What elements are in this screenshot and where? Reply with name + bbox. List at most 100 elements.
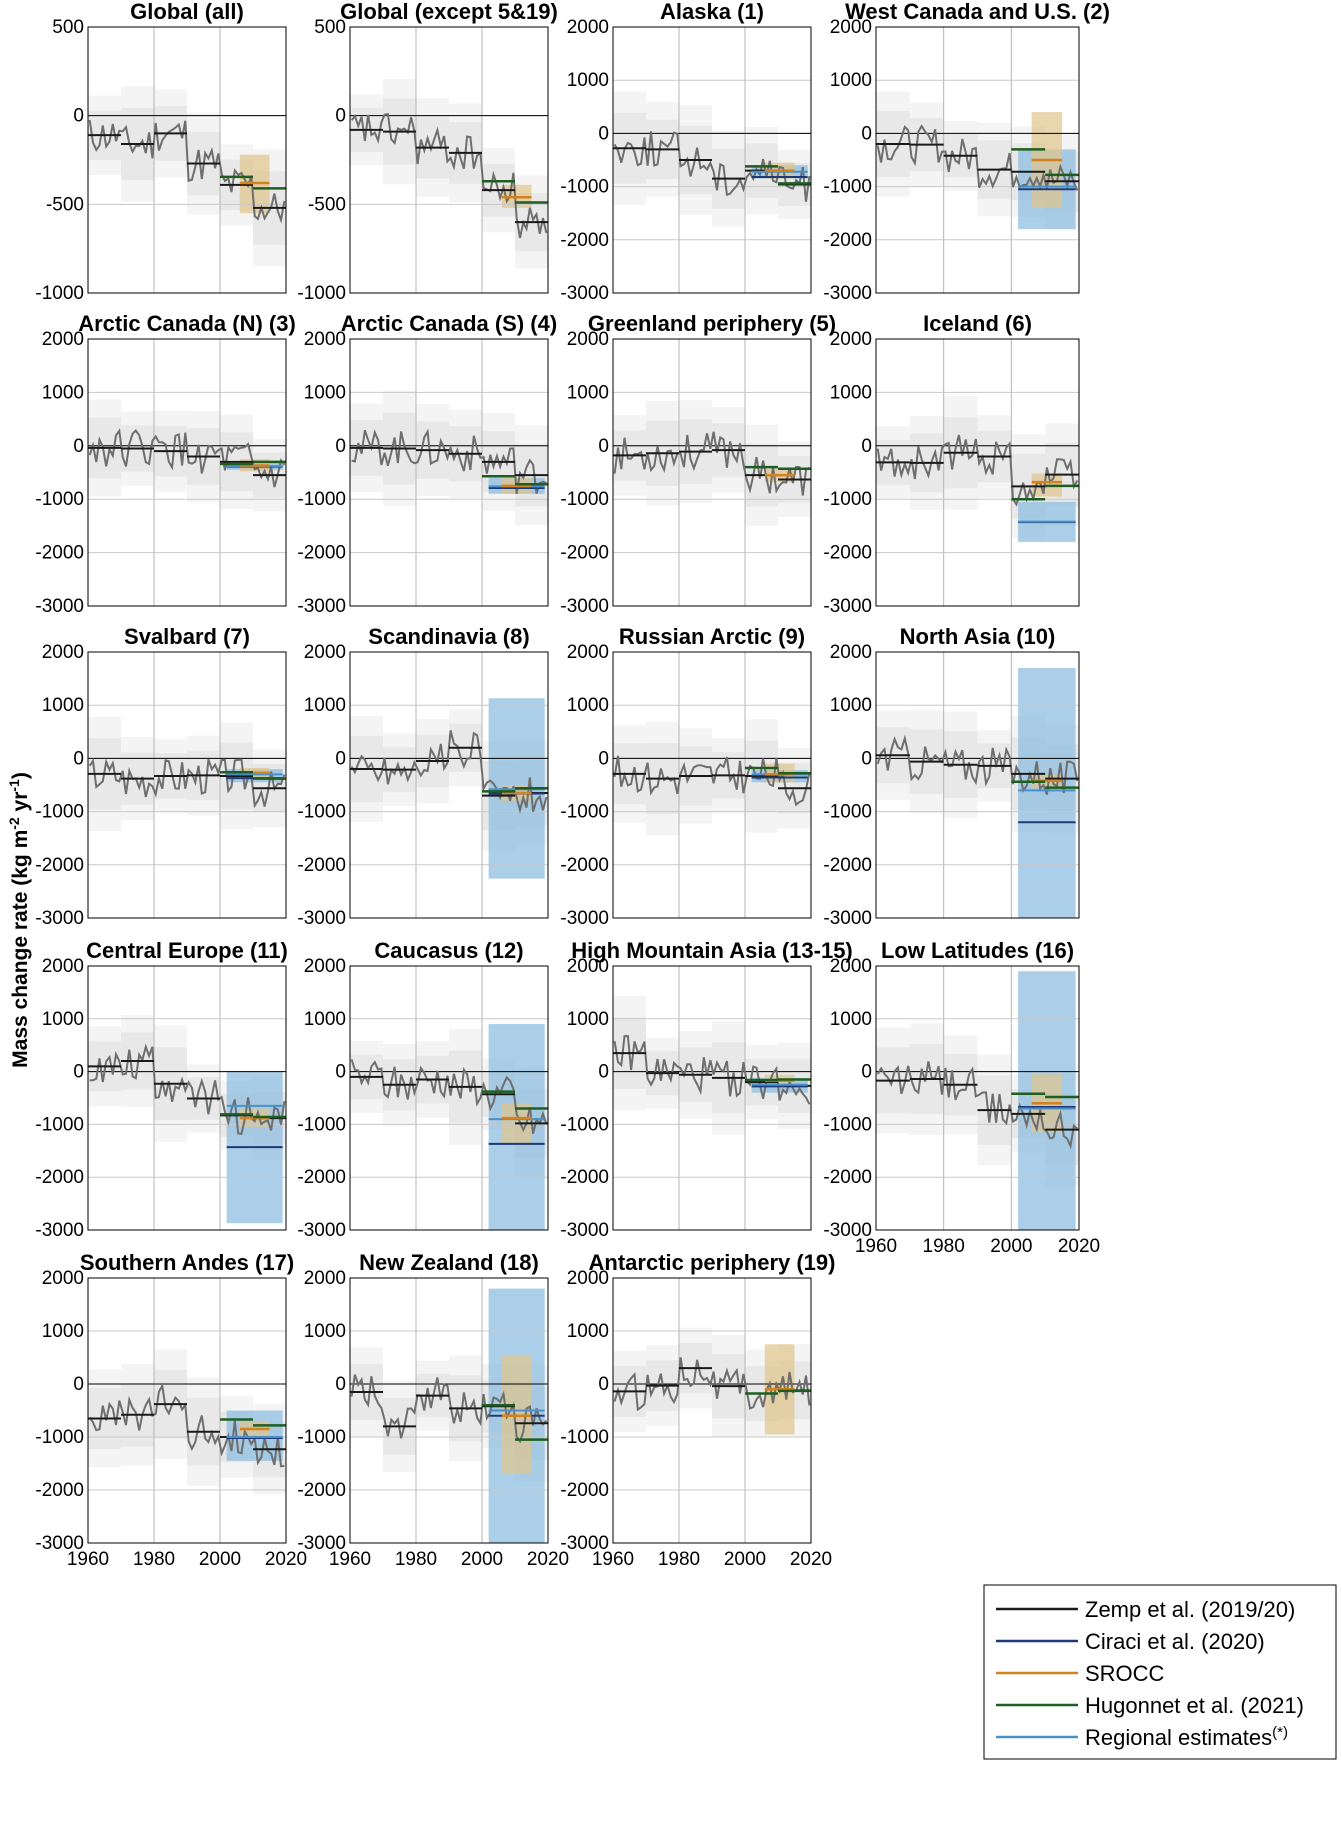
y-tick-label: -3000: [297, 1220, 346, 1241]
panel-frame: [875, 26, 1080, 294]
legend-label: Hugonnet et al. (2021): [1085, 1693, 1304, 1718]
y-tick-label: -2000: [297, 855, 346, 876]
y-tick-label: -3000: [560, 1533, 609, 1554]
panel-plot-area: [88, 1278, 286, 1543]
y-tick-label: -1000: [297, 1427, 346, 1448]
annual-series-line: [88, 428, 286, 488]
x-tick-label: 1980: [133, 1549, 175, 1570]
x-tick-label: 2000: [461, 1549, 503, 1570]
y-tick-label: 0: [598, 1062, 609, 1083]
y-tick-label: 2000: [830, 329, 872, 350]
y-tick-label: -2000: [823, 543, 872, 564]
y-tick-label: -2000: [297, 1167, 346, 1188]
x-tick-label: 2020: [1058, 1236, 1100, 1257]
panel-11: 2000 1000 0 -1000 -2000 -3000 North Asia (10): [823, 624, 1080, 929]
panel-plot-area: [876, 27, 1079, 293]
annual-series-line: [613, 131, 811, 202]
y-tick-label: -1000: [35, 802, 84, 823]
y-tick-label: -1000: [297, 1114, 346, 1135]
panel-frame: [875, 965, 1080, 1231]
panel-12: 2000 1000 0 -1000 -2000 -3000 Central Europe (…: [35, 938, 287, 1241]
y-tick-label: 0: [598, 748, 609, 769]
panel-0: 500 0 -500 -1000 Global (all): [35, 0, 287, 304]
panel-title: North Asia (10): [900, 624, 1056, 649]
x-tick-label: 2000: [199, 1549, 241, 1570]
y-tick-label: -2000: [560, 1480, 609, 1501]
y-tick-label: -1000: [35, 283, 84, 304]
panel-frame: [349, 26, 549, 294]
panel-title: Arctic Canada (S) (4): [341, 311, 557, 336]
annual-series-line: [613, 1357, 811, 1412]
x-tick-label: 2020: [527, 1549, 569, 1570]
panel-frame: [875, 338, 1080, 607]
panel-frame: [612, 651, 812, 919]
y-tick-label: -2000: [823, 1167, 872, 1188]
y-tick-label: 2000: [42, 1268, 84, 1289]
annual-series-line: [876, 124, 1079, 191]
panel-9: 2000 1000 0 -1000 -2000 -3000 Scandinavia (8): [297, 624, 549, 929]
panel-6: 2000 1000 0 -1000 -2000 -3000 Greenland periph…: [560, 311, 836, 617]
y-tick-label: -2000: [560, 230, 609, 251]
panel-title: Global (all): [130, 0, 244, 24]
y-tick-label: 1000: [304, 1321, 346, 1342]
annual-series-line: [88, 1382, 285, 1468]
y-tick-label: 1000: [42, 1009, 84, 1030]
y-tick-label: -3000: [297, 908, 346, 929]
panel-plot-area: [350, 339, 548, 606]
y-tick-label: -3000: [823, 596, 872, 617]
panel-plot-area: [613, 1278, 811, 1543]
y-tick-label: 1000: [304, 382, 346, 403]
y-tick-label: -3000: [35, 1220, 84, 1241]
panel-title: Low Latitudes (16): [881, 938, 1074, 963]
y-tick-label: -2000: [35, 1167, 84, 1188]
y-tick-label: 2000: [830, 17, 872, 38]
y-tick-label: -1000: [823, 802, 872, 823]
y-tick-label: 0: [861, 436, 872, 457]
panel-plot-area: [876, 652, 1079, 918]
y-tick-label: -2000: [297, 1480, 346, 1501]
panel-title: High Mountain Asia (13-15): [571, 938, 853, 963]
panel-plot-area: [876, 966, 1079, 1230]
y-tick-label: -1000: [560, 489, 609, 510]
y-tick-label: 0: [861, 748, 872, 769]
panel-plot-area: [613, 27, 811, 293]
panel-title: New Zealand (18): [359, 1250, 539, 1275]
panel-plot-area: [88, 652, 286, 918]
panel-7: 2000 1000 0 -1000 -2000 -3000 Iceland (6): [823, 311, 1080, 617]
y-tick-label: -1000: [823, 1114, 872, 1135]
y-tick-label: -3000: [823, 283, 872, 304]
y-tick-label: 2000: [304, 956, 346, 977]
y-tick-label: 2000: [830, 956, 872, 977]
y-tick-label: -3000: [823, 908, 872, 929]
annual-series-line: [876, 1061, 1078, 1150]
annual-series-line: [876, 434, 1079, 507]
y-tick-label: -1000: [35, 1427, 84, 1448]
annual-series-line: [88, 758, 286, 809]
y-tick-label: 1000: [304, 1009, 346, 1030]
y-tick-label: -3000: [560, 596, 609, 617]
legend: Zemp et al. (2019/20) Ciraci et al. (2020…: [983, 1584, 1337, 1760]
x-tick-label: 2000: [724, 1549, 766, 1570]
y-tick-label: 500: [52, 17, 84, 38]
panel-plot-area: [613, 966, 811, 1230]
y-tick-label: -1000: [823, 177, 872, 198]
panel-frame: [612, 965, 812, 1231]
y-tick-label: 1000: [567, 1009, 609, 1030]
y-tick-label: 0: [598, 1374, 609, 1395]
panel-8: 2000 1000 0 -1000 -2000 -3000 Svalbard (7): [35, 624, 287, 929]
y-tick-label: -3000: [35, 908, 84, 929]
panel-title: Arctic Canada (N) (3): [78, 311, 296, 336]
y-tick-label: -1000: [560, 802, 609, 823]
panel-14: 2000 1000 0 -1000 -2000 -3000 High Mountain As…: [560, 938, 852, 1241]
panel-plot-area: [88, 966, 286, 1230]
panel-title: Central Europe (11): [86, 938, 288, 963]
panel-4: 2000 1000 0 -1000 -2000 -3000 Arctic Canada (N…: [35, 311, 295, 617]
y-tick-label: 0: [861, 123, 872, 144]
legend-label: SROCC: [1085, 1661, 1165, 1686]
y-tick-label: 1000: [42, 695, 84, 716]
y-tick-label: 0: [335, 1062, 346, 1083]
panel-plot-area: [350, 966, 548, 1230]
y-tick-label: -3000: [560, 908, 609, 929]
y-tick-label: 1000: [830, 382, 872, 403]
